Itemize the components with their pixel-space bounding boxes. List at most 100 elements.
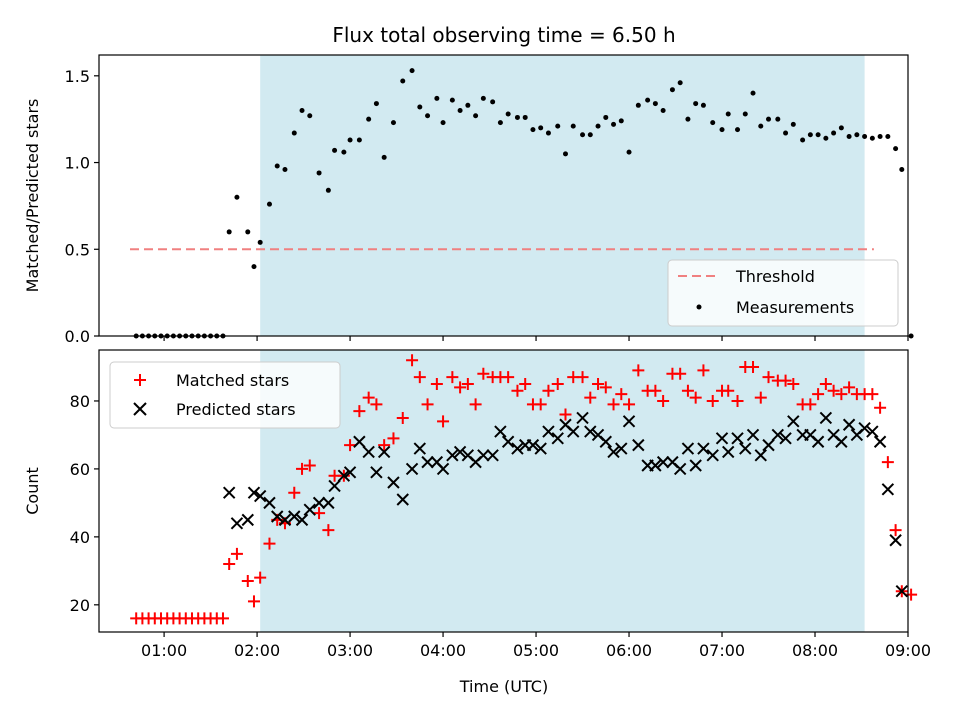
matched-star-point — [551, 377, 564, 390]
measurement-points — [133, 68, 914, 339]
predicted-star-point — [446, 449, 459, 462]
measurement-point — [893, 146, 899, 152]
measurement-point — [603, 114, 609, 120]
measurement-point — [400, 78, 406, 84]
matched-star-point — [396, 411, 409, 424]
measurement-point — [710, 120, 716, 126]
matched-star-point — [353, 405, 366, 418]
predicted-star-point — [405, 462, 419, 476]
measurement-point — [356, 137, 362, 143]
y-tick-label: 0.5 — [65, 240, 90, 259]
matched-star-point — [469, 398, 482, 411]
measurement-point — [618, 118, 624, 124]
predicted-star-point — [303, 503, 316, 516]
matched-star-point — [421, 398, 434, 411]
x-tick-label: 01:00 — [141, 641, 187, 660]
matched-star-point — [762, 371, 775, 384]
matched-star-point — [430, 377, 443, 390]
measurement-point — [750, 90, 756, 96]
matched-star-point — [819, 377, 832, 390]
measurement-point — [580, 132, 586, 138]
matched-star-point — [446, 371, 459, 384]
measurement-point — [611, 121, 617, 127]
matched-star-point — [889, 524, 902, 537]
predicted-star-point — [881, 483, 895, 496]
matched-star-point — [697, 364, 710, 377]
predicted-star-point — [370, 466, 383, 479]
x-tick-label: 07:00 — [699, 641, 745, 660]
matched-star-point — [706, 394, 719, 407]
measurement-point — [595, 123, 601, 129]
predicted-stars-points — [222, 411, 909, 598]
matched-star-point — [344, 439, 357, 452]
predicted-star-point — [787, 415, 800, 428]
predicted-star-point — [746, 428, 760, 442]
matched-star-point — [322, 524, 335, 537]
predicted-star-point — [501, 435, 515, 448]
y-tick-label: 1.5 — [65, 67, 90, 86]
measurement-point — [626, 149, 632, 155]
measurement-point — [766, 116, 772, 122]
measurement-point — [505, 111, 511, 117]
predicted-star-point — [842, 418, 856, 431]
measurement-point — [538, 125, 544, 131]
matched-star-point — [599, 381, 612, 394]
predicted-star-point — [739, 442, 752, 455]
top-panel: 0.0 0.5 1.0 1.5 Matched/Predicted stars Thr… — [23, 54, 914, 346]
predicted-star-point — [706, 449, 719, 462]
x-tick-label: 09:00 — [885, 641, 931, 660]
matched-star-point — [592, 377, 605, 390]
predicted-star-point — [811, 435, 825, 448]
measurement-point — [685, 116, 691, 122]
matched-star-point — [387, 432, 400, 445]
measurement-point — [266, 201, 272, 207]
predicted-star-point — [436, 462, 450, 476]
y-tick-label: 0.0 — [65, 327, 90, 346]
measurement-point — [908, 333, 914, 339]
predicted-star-point — [689, 459, 702, 472]
bottom-y-ticks: 20 40 60 80 — [70, 392, 99, 615]
measurement-point — [719, 127, 725, 133]
predicted-star-point — [584, 425, 597, 438]
measurement-point — [800, 137, 806, 143]
measurement-point — [251, 264, 257, 270]
x-tick-label: 04:00 — [420, 641, 466, 660]
x-axis-label: Time (UTC) — [459, 677, 548, 696]
measurement-point — [758, 123, 764, 129]
matched-star-point — [649, 384, 662, 397]
measurement-point — [846, 134, 852, 140]
measurement-point — [341, 149, 347, 155]
measurement-point — [381, 154, 387, 160]
matched-star-point — [406, 354, 419, 367]
matched-star-point — [681, 384, 694, 397]
measurement-point — [440, 120, 446, 126]
predicted-star-point — [241, 513, 254, 527]
measurement-point — [347, 137, 353, 143]
matched-star-point — [812, 388, 825, 401]
matched-star-point — [827, 384, 840, 397]
legend-measurements-label: Measurements — [736, 298, 854, 317]
legend-predicted-swatch — [133, 402, 147, 416]
predicted-star-point — [312, 496, 326, 510]
bottom-observing-span — [260, 350, 865, 632]
measurement-point — [307, 113, 313, 119]
bottom-legend: Matched stars Predicted stars — [109, 361, 341, 429]
predicted-star-point — [873, 435, 887, 448]
predicted-star-point — [526, 438, 540, 452]
bottom-x-ticks: 01:00 02:00 03:00 04:00 05:00 06:00 07:00 08:00… — [141, 632, 931, 660]
y-tick-label: 80 — [70, 392, 90, 411]
measurement-point — [700, 102, 706, 108]
matched-star-point — [254, 571, 267, 584]
measurement-point — [497, 120, 503, 126]
x-tick-label: 05:00 — [513, 641, 559, 660]
measurement-point — [465, 102, 471, 108]
measurement-point — [490, 99, 496, 105]
matched-star-point — [843, 381, 856, 394]
predicted-star-point — [278, 513, 292, 527]
predicted-star-point — [453, 445, 467, 459]
matched-star-point — [216, 612, 229, 625]
predicted-star-point — [771, 428, 785, 442]
bottom-y-axis-label: Count — [23, 467, 42, 515]
matched-star-point — [378, 439, 391, 452]
